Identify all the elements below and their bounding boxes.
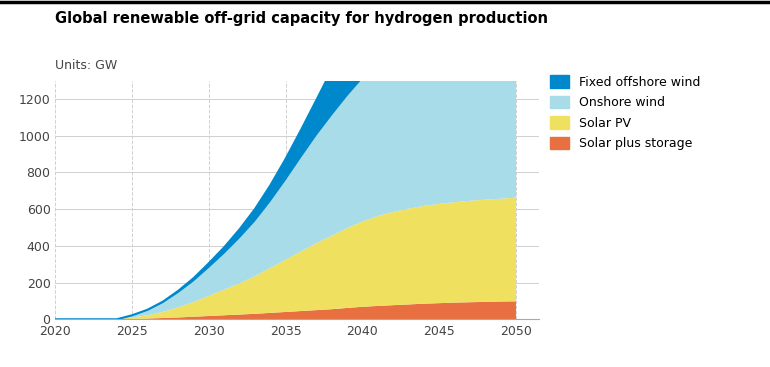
Text: Units: GW: Units: GW bbox=[55, 59, 118, 72]
Text: Global renewable off-grid capacity for hydrogen production: Global renewable off-grid capacity for h… bbox=[55, 11, 548, 26]
Legend: Fixed offshore wind, Onshore wind, Solar PV, Solar plus storage: Fixed offshore wind, Onshore wind, Solar… bbox=[550, 75, 700, 150]
